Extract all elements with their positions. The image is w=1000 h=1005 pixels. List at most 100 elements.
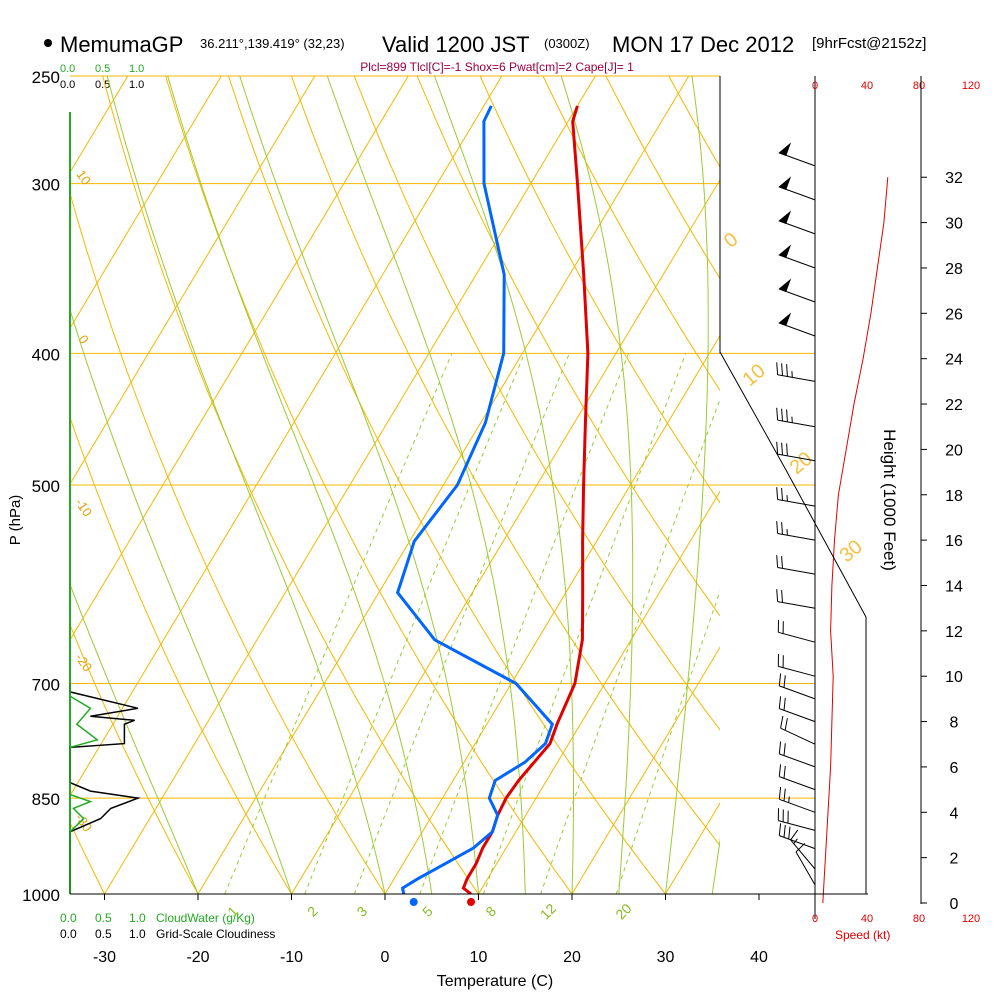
surface-dewpoint-point bbox=[410, 898, 418, 906]
speed-top-tick-label: 80 bbox=[913, 80, 925, 92]
station-coords: 36.211°,139.419° (32,23) bbox=[200, 36, 345, 51]
mixing-ratio-label: 2 bbox=[304, 903, 321, 920]
wind-barb-pennant bbox=[779, 212, 790, 223]
wind-barb bbox=[779, 674, 815, 699]
wind-barb bbox=[779, 764, 815, 789]
height-tick-label: 32 bbox=[945, 170, 963, 187]
speed-bottom-tick-label: 120 bbox=[962, 913, 980, 925]
cloudwater-label: CloudWater (g/Kg) bbox=[156, 911, 255, 925]
height-tick-label: 26 bbox=[945, 306, 963, 323]
cloudwater-bottom-tick-1: 0.5 bbox=[95, 911, 112, 925]
wind-barb-pennant bbox=[779, 178, 790, 189]
x-tick-label: -30 bbox=[93, 949, 116, 966]
valid-time: Valid 1200 JST bbox=[382, 32, 530, 57]
pressure-tick-label: 700 bbox=[32, 676, 60, 695]
mixing-ratio-label: 20 bbox=[612, 900, 634, 922]
x-tick-label: -20 bbox=[186, 949, 209, 966]
speed-bottom-tick-label: 80 bbox=[913, 913, 925, 925]
dry-adiabat-label: -10 bbox=[72, 495, 95, 519]
x-tick-label: 30 bbox=[657, 949, 675, 966]
height-tick-label: 20 bbox=[945, 442, 963, 459]
stability-indices: Plcl=899 Tlcl[C]=-1 Shox=6 Pwat[cm]=2 Ca… bbox=[360, 60, 634, 74]
mixing-ratio-label: 8 bbox=[482, 903, 499, 920]
plot-frame-line bbox=[720, 352, 866, 894]
mixing-ratio-label: 12 bbox=[537, 900, 559, 922]
speed-axis-title: Speed (kt) bbox=[835, 928, 890, 942]
speed-bottom-tick-label: 40 bbox=[861, 913, 873, 925]
cloudiness-bottom-tick-1: 0.5 bbox=[95, 927, 112, 941]
zulu-time: (0300Z) bbox=[544, 36, 590, 51]
x-tick-label: 40 bbox=[750, 949, 768, 966]
wind-barb bbox=[777, 589, 815, 608]
isotherm-line bbox=[0, 76, 34, 894]
moist-adiabat-label: 10 bbox=[739, 360, 770, 391]
isotherm-line bbox=[853, 76, 1000, 894]
wind-barb-pennant bbox=[779, 280, 790, 291]
wind-barb bbox=[779, 696, 815, 721]
wind-barb bbox=[777, 487, 815, 506]
pressure-tick-label: 500 bbox=[32, 477, 60, 496]
cloudwater-bottom-tick-0: 0.0 bbox=[60, 911, 77, 925]
wind-barb bbox=[779, 742, 815, 767]
height-tick-label: 24 bbox=[945, 352, 963, 369]
forecast-run: [9hrFcst@2152z] bbox=[812, 35, 926, 52]
mixing-ratio-line bbox=[541, 353, 738, 894]
station-name: MemumaGP bbox=[60, 32, 183, 57]
height-tick-label: 30 bbox=[945, 216, 963, 233]
cloudwater-top-tick-1: 0.5 bbox=[95, 63, 110, 75]
mixing-ratio-label: 5 bbox=[419, 903, 436, 920]
cloudwater-bottom-tick-2: 1.0 bbox=[129, 911, 146, 925]
height-tick-label: 14 bbox=[945, 578, 963, 595]
wind-barb bbox=[777, 521, 815, 540]
pressure-tick-label: 1000 bbox=[22, 886, 60, 905]
wind-barb-pennant bbox=[779, 144, 790, 155]
moist-adiabat-label: 0 bbox=[720, 228, 743, 252]
dry-adiabat-line bbox=[0, 76, 11, 894]
height-tick-label: 10 bbox=[945, 669, 963, 686]
mixing-ratio-line bbox=[616, 353, 805, 894]
dry-adiabat-line bbox=[920, 76, 1000, 894]
cloudiness-line bbox=[70, 684, 138, 895]
moist-adiabat-label: 30 bbox=[836, 536, 867, 567]
cloudiness-top-tick-2: 1.0 bbox=[129, 79, 144, 91]
height-tick-label: 6 bbox=[950, 760, 959, 777]
height-axis-title: Height (1000 Feet) bbox=[880, 429, 899, 571]
cloudiness-label: Grid-Scale Cloudiness bbox=[156, 927, 275, 941]
station-bullet-icon bbox=[44, 39, 52, 47]
x-axis-title: Temperature (C) bbox=[437, 973, 553, 990]
dry-adiabat-label: -20 bbox=[72, 650, 95, 674]
height-tick-label: 22 bbox=[945, 397, 963, 414]
temperature-line bbox=[463, 106, 588, 894]
x-tick-label: 0 bbox=[381, 949, 390, 966]
height-tick-label: 12 bbox=[945, 624, 963, 641]
x-tick-label: 10 bbox=[470, 949, 488, 966]
dry-adiabat-line bbox=[983, 76, 1000, 894]
pressure-tick-label: 250 bbox=[32, 68, 60, 87]
wind-barb bbox=[778, 808, 815, 830]
dry-adiabat-label: 10 bbox=[73, 167, 94, 187]
x-tick-label: -10 bbox=[280, 949, 303, 966]
mixing-ratio-label: 3 bbox=[353, 903, 370, 920]
surface-temperature-point bbox=[467, 898, 475, 906]
pressure-tick-label: 850 bbox=[32, 790, 60, 809]
height-tick-label: 2 bbox=[950, 851, 959, 868]
wind-barb-pennant bbox=[779, 314, 790, 325]
forecast-date: MON 17 Dec 2012 bbox=[612, 32, 794, 57]
y-axis-title: P (hPa) bbox=[7, 495, 24, 546]
wind-barb bbox=[779, 823, 815, 848]
speed-top-tick-label: 0 bbox=[812, 80, 818, 92]
wind-barb bbox=[777, 555, 815, 574]
moist-adiabat-label: 20 bbox=[786, 448, 817, 479]
height-tick-label: 8 bbox=[950, 715, 959, 732]
wind-barb bbox=[777, 408, 815, 427]
speed-top-tick-label: 40 bbox=[861, 80, 873, 92]
height-tick-label: 16 bbox=[945, 533, 963, 550]
height-tick-label: 0 bbox=[950, 896, 959, 913]
wind-barb bbox=[778, 620, 815, 642]
cloudiness-bottom-tick-2: 1.0 bbox=[129, 927, 146, 941]
dry-adiabat-line bbox=[858, 76, 1000, 894]
height-tick-label: 28 bbox=[945, 261, 963, 278]
cloudiness-top-tick-0: 0.0 bbox=[60, 79, 75, 91]
